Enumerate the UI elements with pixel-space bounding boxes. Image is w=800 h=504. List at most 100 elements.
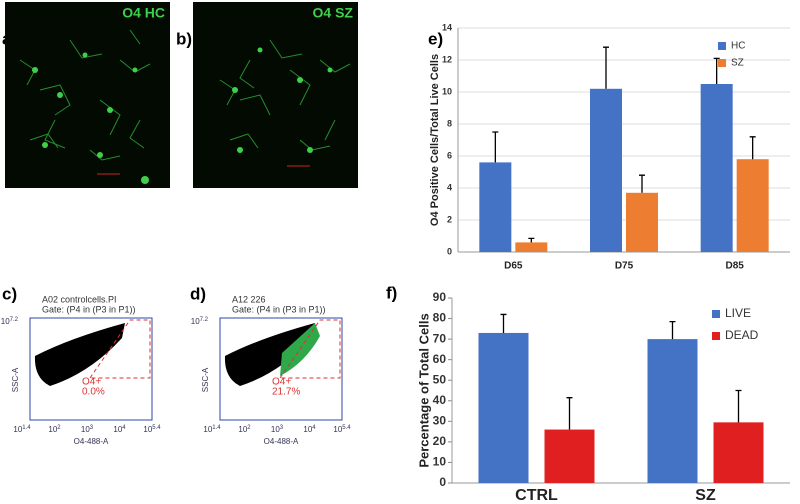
panel-label: d): [190, 284, 206, 303]
tick-base: 10: [203, 425, 212, 434]
tick-base: 10: [143, 425, 152, 434]
legend-swatch: [718, 59, 726, 67]
plot-frame: [219, 317, 343, 421]
bar: [590, 88, 622, 252]
gated-events: [280, 323, 320, 376]
legend-swatch: [712, 332, 720, 340]
y-tick-label: 6: [447, 150, 452, 160]
bar: [736, 159, 769, 252]
y-tick-label: 4: [447, 182, 452, 192]
x-tick-label: D85: [725, 261, 744, 272]
error-bar: [669, 320, 676, 340]
bar: [515, 242, 548, 252]
error-bar: [639, 174, 645, 193]
x-tick-label: 102: [48, 425, 61, 435]
x-tick-label: 104: [113, 425, 126, 435]
population-percent: 21.7%: [272, 387, 300, 398]
tick-exp: 7.2: [10, 317, 19, 323]
legend-label: LIVE: [725, 306, 751, 320]
error-bar: [528, 237, 535, 243]
panel-label: b): [176, 29, 192, 48]
y-tick-label: 107.2: [1, 317, 19, 327]
panel-label: c): [2, 284, 17, 303]
y-tick-label: 50: [433, 372, 447, 386]
legend-label: HC: [731, 41, 745, 52]
y-tick-label: 60: [433, 352, 447, 366]
y-tick-label: 80: [433, 311, 447, 325]
population-percent: 0.0%: [82, 387, 105, 398]
micrograph: [193, 2, 358, 188]
x-tick-label: 105.4: [143, 425, 161, 435]
y-tick-label: 14: [442, 22, 452, 32]
micrograph-cells: [232, 47, 333, 153]
x-tick-label: 102: [238, 425, 251, 435]
tick-exp: 7.2: [200, 317, 209, 323]
y-tick-label: 10: [433, 455, 447, 469]
x-tick-label: 104: [303, 425, 316, 435]
x-tick-label: 103: [81, 425, 94, 435]
event-cloud: [34, 323, 125, 386]
x-tick-label: CTRL: [515, 487, 558, 504]
bar: [544, 429, 595, 483]
x-axis-label: O4-488-A: [74, 437, 109, 446]
bar: [626, 192, 658, 252]
tick-base: 10: [333, 425, 342, 434]
y-axis-label: SSC-A: [11, 367, 20, 392]
y-axis-label: O4 Positive Cells/Total Live Cells: [429, 54, 441, 226]
panel-label: e): [428, 29, 443, 48]
bar: [647, 339, 698, 483]
image-caption: O4 HC: [122, 5, 165, 21]
event-cloud: [224, 323, 315, 386]
tick-exp: 3: [90, 425, 94, 431]
tick-base: 10: [81, 425, 90, 434]
tick-exp: 4: [122, 425, 126, 431]
x-tick-label: 105.4: [333, 425, 351, 435]
sample-name: A02 controlcells.PI: [42, 294, 117, 304]
bar: [713, 422, 764, 483]
y-axis-label: Percentage of Total Cells: [416, 313, 431, 467]
y-tick-label: 20: [433, 434, 447, 448]
population-name: O4+: [82, 377, 101, 388]
bar: [478, 332, 529, 483]
x-tick-label: D75: [615, 261, 634, 272]
tick-base: 10: [1, 317, 10, 326]
error-bar: [713, 57, 720, 84]
tick-exp: 3: [280, 425, 284, 431]
y-tick-label: 2: [447, 214, 452, 224]
tick-base: 10: [191, 317, 200, 326]
tick-exp: 1.4: [212, 425, 221, 431]
tick-base: 10: [238, 425, 247, 434]
y-tick-label: 0: [439, 475, 446, 489]
gate-label: Gate: (P4 in (P3 in P1)): [42, 304, 136, 314]
error-bar: [603, 46, 609, 89]
x-tick-label: 101.4: [203, 425, 221, 435]
error-bar: [735, 389, 742, 423]
y-tick-label: 10: [442, 86, 452, 96]
gate: [89, 319, 151, 379]
bar: [479, 162, 512, 252]
x-tick-label: D65: [504, 261, 523, 272]
x-axis-label: O4-488-A: [264, 437, 299, 446]
gate: [279, 319, 341, 379]
population-name: O4+: [272, 377, 291, 388]
y-tick-label: 70: [433, 331, 447, 345]
error-bar: [749, 136, 756, 160]
tick-exp: 2: [247, 425, 251, 431]
legend-label: SZ: [731, 58, 744, 69]
tick-exp: 2: [57, 425, 61, 431]
tick-base: 10: [48, 425, 57, 434]
error-bar: [500, 313, 507, 333]
tick-exp: 4: [312, 425, 316, 431]
x-tick-label: 103: [271, 425, 284, 435]
tick-base: 10: [13, 425, 22, 434]
legend-label: DEAD: [725, 328, 759, 342]
legend-swatch: [712, 310, 720, 318]
x-tick-label: SZ: [695, 487, 716, 504]
image-caption: O4 SZ: [313, 5, 354, 21]
tick-exp: 5.4: [342, 425, 351, 431]
y-axis-label: SSC-A: [201, 367, 210, 392]
micrograph: [5, 2, 170, 188]
tick-base: 10: [271, 425, 280, 434]
